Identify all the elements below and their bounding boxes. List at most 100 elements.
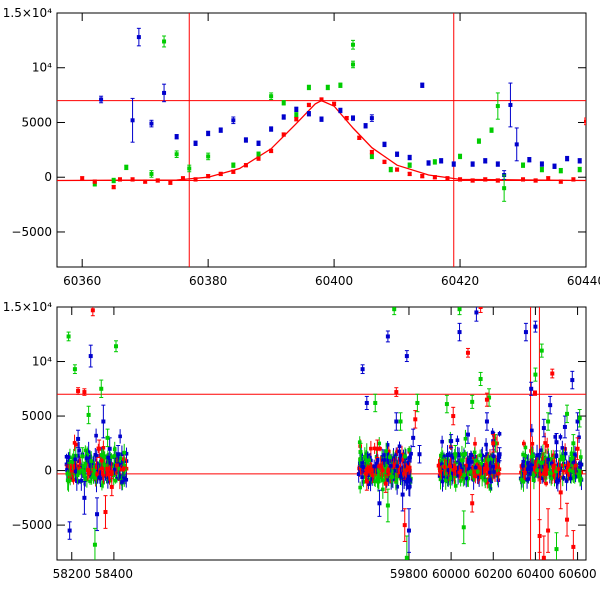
data-point bbox=[76, 388, 81, 393]
data-point bbox=[404, 456, 408, 461]
data-point bbox=[457, 307, 462, 312]
data-point bbox=[577, 435, 581, 440]
data-point bbox=[377, 441, 382, 446]
data-point bbox=[546, 419, 551, 424]
data-point bbox=[469, 453, 473, 457]
data-point bbox=[90, 475, 94, 479]
data-point bbox=[356, 472, 361, 476]
data-point bbox=[407, 163, 412, 168]
data-point bbox=[458, 177, 463, 182]
data-point bbox=[526, 464, 531, 469]
data-point bbox=[65, 468, 69, 472]
data-point bbox=[478, 453, 482, 458]
data-point bbox=[395, 474, 400, 479]
data-point bbox=[361, 465, 366, 469]
data-point bbox=[269, 94, 274, 99]
x-tick-label: 58200 bbox=[53, 567, 91, 581]
data-point bbox=[378, 446, 382, 451]
data-point bbox=[231, 163, 236, 168]
data-point bbox=[477, 475, 481, 479]
y-tick-label: 5000 bbox=[21, 115, 52, 129]
data-point bbox=[107, 446, 112, 451]
data-point bbox=[174, 134, 179, 139]
data-point bbox=[554, 547, 559, 552]
data-point bbox=[357, 440, 362, 445]
x-tick-label: 60400 bbox=[516, 567, 554, 581]
data-point bbox=[536, 459, 540, 464]
data-point bbox=[319, 97, 324, 102]
data-point bbox=[117, 462, 121, 467]
data-point bbox=[542, 471, 546, 476]
data-point bbox=[358, 466, 363, 471]
data-point bbox=[571, 441, 576, 446]
data-point bbox=[362, 469, 367, 473]
data-point bbox=[540, 476, 544, 481]
data-point bbox=[123, 477, 127, 482]
data-point bbox=[243, 138, 248, 142]
data-point bbox=[111, 185, 116, 190]
data-point bbox=[99, 453, 104, 457]
data-point bbox=[547, 471, 551, 476]
data-point bbox=[83, 461, 88, 466]
y-tick-label: 5000 bbox=[21, 409, 52, 423]
data-point bbox=[281, 132, 286, 137]
data-point bbox=[99, 97, 104, 102]
data-point bbox=[380, 468, 385, 473]
model-curve bbox=[57, 99, 586, 182]
data-point bbox=[575, 466, 580, 470]
data-point bbox=[495, 162, 500, 167]
data-point bbox=[497, 432, 502, 436]
data-point bbox=[100, 466, 104, 471]
data-point bbox=[562, 424, 567, 429]
data-point bbox=[206, 131, 211, 136]
data-point bbox=[483, 158, 488, 163]
data-point bbox=[376, 479, 380, 484]
data-point bbox=[488, 478, 492, 482]
data-point bbox=[379, 475, 384, 480]
data-point bbox=[306, 102, 311, 107]
data-point bbox=[403, 454, 407, 459]
data-point bbox=[553, 435, 558, 439]
data-point bbox=[392, 468, 397, 473]
data-point bbox=[390, 475, 395, 479]
data-point bbox=[119, 462, 124, 467]
data-point bbox=[561, 457, 566, 462]
data-point bbox=[366, 482, 371, 487]
data-point bbox=[444, 471, 449, 476]
data-point bbox=[464, 476, 469, 480]
data-point bbox=[465, 432, 470, 437]
y-tick-label: 0 bbox=[44, 170, 52, 184]
plot-area bbox=[57, 307, 586, 560]
y-tick-label: −5000 bbox=[11, 518, 52, 532]
data-point bbox=[446, 475, 450, 479]
data-point bbox=[162, 90, 167, 95]
data-point bbox=[388, 472, 393, 477]
data-point bbox=[112, 467, 117, 472]
data-point bbox=[357, 135, 362, 140]
data-point bbox=[533, 372, 538, 377]
data-point bbox=[82, 390, 87, 395]
data-point bbox=[373, 400, 378, 405]
data-point bbox=[94, 472, 99, 477]
data-point bbox=[115, 463, 119, 467]
data-point bbox=[88, 479, 92, 484]
data-point bbox=[82, 495, 87, 500]
data-point bbox=[387, 458, 391, 462]
data-point bbox=[130, 118, 135, 123]
data-point bbox=[497, 452, 502, 457]
data-point bbox=[364, 479, 369, 484]
data-point bbox=[440, 479, 445, 484]
data-point bbox=[439, 470, 444, 474]
data-point bbox=[470, 468, 474, 472]
data-point bbox=[539, 167, 544, 172]
data-point bbox=[80, 454, 85, 459]
data-point bbox=[162, 39, 167, 44]
data-point bbox=[394, 419, 399, 424]
data-point bbox=[86, 467, 90, 472]
data-point bbox=[527, 157, 532, 162]
data-point bbox=[397, 444, 402, 449]
data-point bbox=[569, 452, 574, 457]
x-tick-label: 58400 bbox=[95, 567, 133, 581]
data-point bbox=[584, 119, 586, 124]
